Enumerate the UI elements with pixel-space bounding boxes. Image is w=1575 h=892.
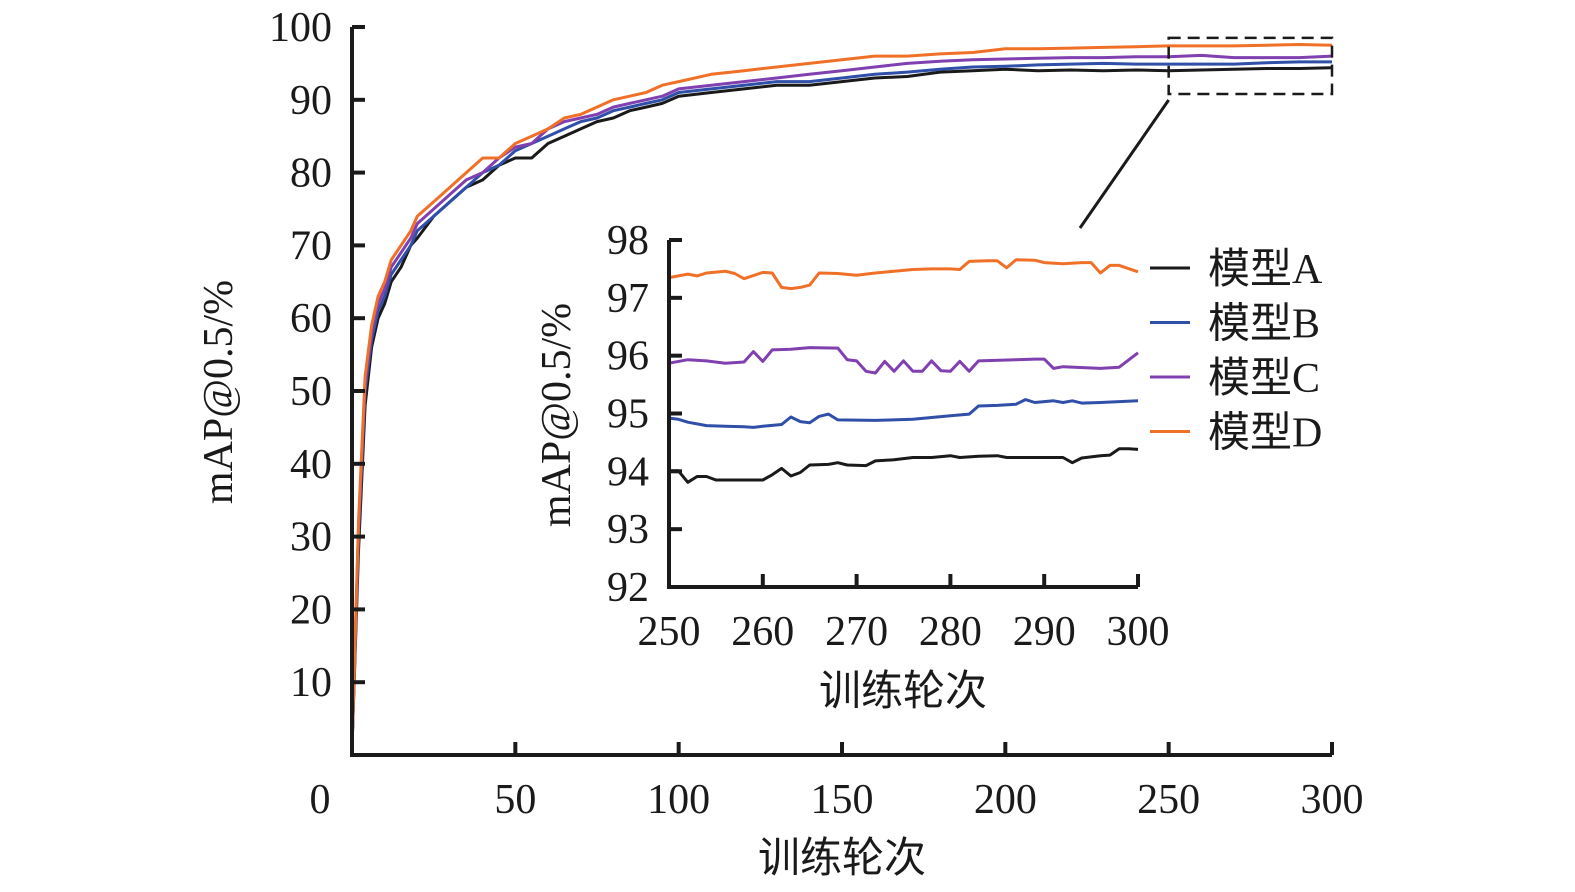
x-tick-label: 300 [1107,609,1170,655]
series-line-1 [669,447,1139,484]
y-tick-label: 98 [607,218,649,264]
y-tick-label: 90 [290,78,332,124]
y-tick-label: 93 [607,507,649,553]
inset-y-axis-label: mAP@0.5/% [534,303,580,527]
legend-label-4: 模型D [1208,411,1322,457]
x-tick-label: 0 [310,777,331,823]
main-plot: 0 50 100 150 200 250 300 10 20 30 40 50 60 70 80 90 100 [269,5,1364,823]
x-tick-label: 100 [647,777,710,823]
y-tick-label: 60 [290,296,332,342]
y-tick-label: 20 [290,587,332,633]
x-tick-label: 200 [974,777,1037,823]
x-tick-label: 270 [825,609,888,655]
legend-label-2: 模型B [1208,302,1320,348]
y-tick-label: 10 [290,660,332,706]
series-line-2 [668,398,1139,429]
x-tick-label: 280 [919,609,982,655]
x-tick-label: 250 [638,609,701,655]
series-line-4 [350,43,1333,748]
y-tick-label: 95 [607,392,649,438]
x-tick-label: 260 [731,609,794,655]
main-x-axis-label: 训练轮次 [758,835,926,882]
series-line-4 [668,258,1139,291]
y-tick-label: 92 [607,565,649,611]
x-tick-label: 290 [1013,609,1076,655]
legend-label-3: 模型C [1208,356,1320,402]
y-tick-label: 40 [290,442,332,488]
zoom-box [1167,36,1334,96]
x-tick-label: 300 [1301,777,1364,823]
series-line-1 [350,66,1333,748]
zoom-connector-line [1078,99,1170,229]
y-tick-label: 50 [290,369,332,415]
x-tick-label: 250 [1137,777,1200,823]
series-line-3 [668,346,1139,375]
y-tick-label: 70 [290,223,332,269]
series-line-2 [350,60,1332,748]
y-tick-label: 30 [290,515,332,561]
y-tick-label: 96 [607,334,649,380]
legend: 模型A 模型B 模型C 模型D [1150,247,1323,457]
main-y-axis-label: mAP@0.5/% [196,280,242,504]
inset-plot: 250 260 270 280 290 300 92 93 94 95 96 97 98 [607,218,1170,655]
y-tick-label: 100 [269,5,332,51]
inset-x-axis-label: 训练轮次 [819,668,987,715]
y-tick-label: 94 [607,449,649,495]
x-tick-label: 150 [811,777,874,823]
series-line-3 [350,53,1333,748]
x-tick-label: 50 [494,777,536,823]
y-tick-label: 97 [607,276,649,322]
y-tick-label: 80 [290,151,332,197]
legend-label-1: 模型A [1208,247,1323,293]
